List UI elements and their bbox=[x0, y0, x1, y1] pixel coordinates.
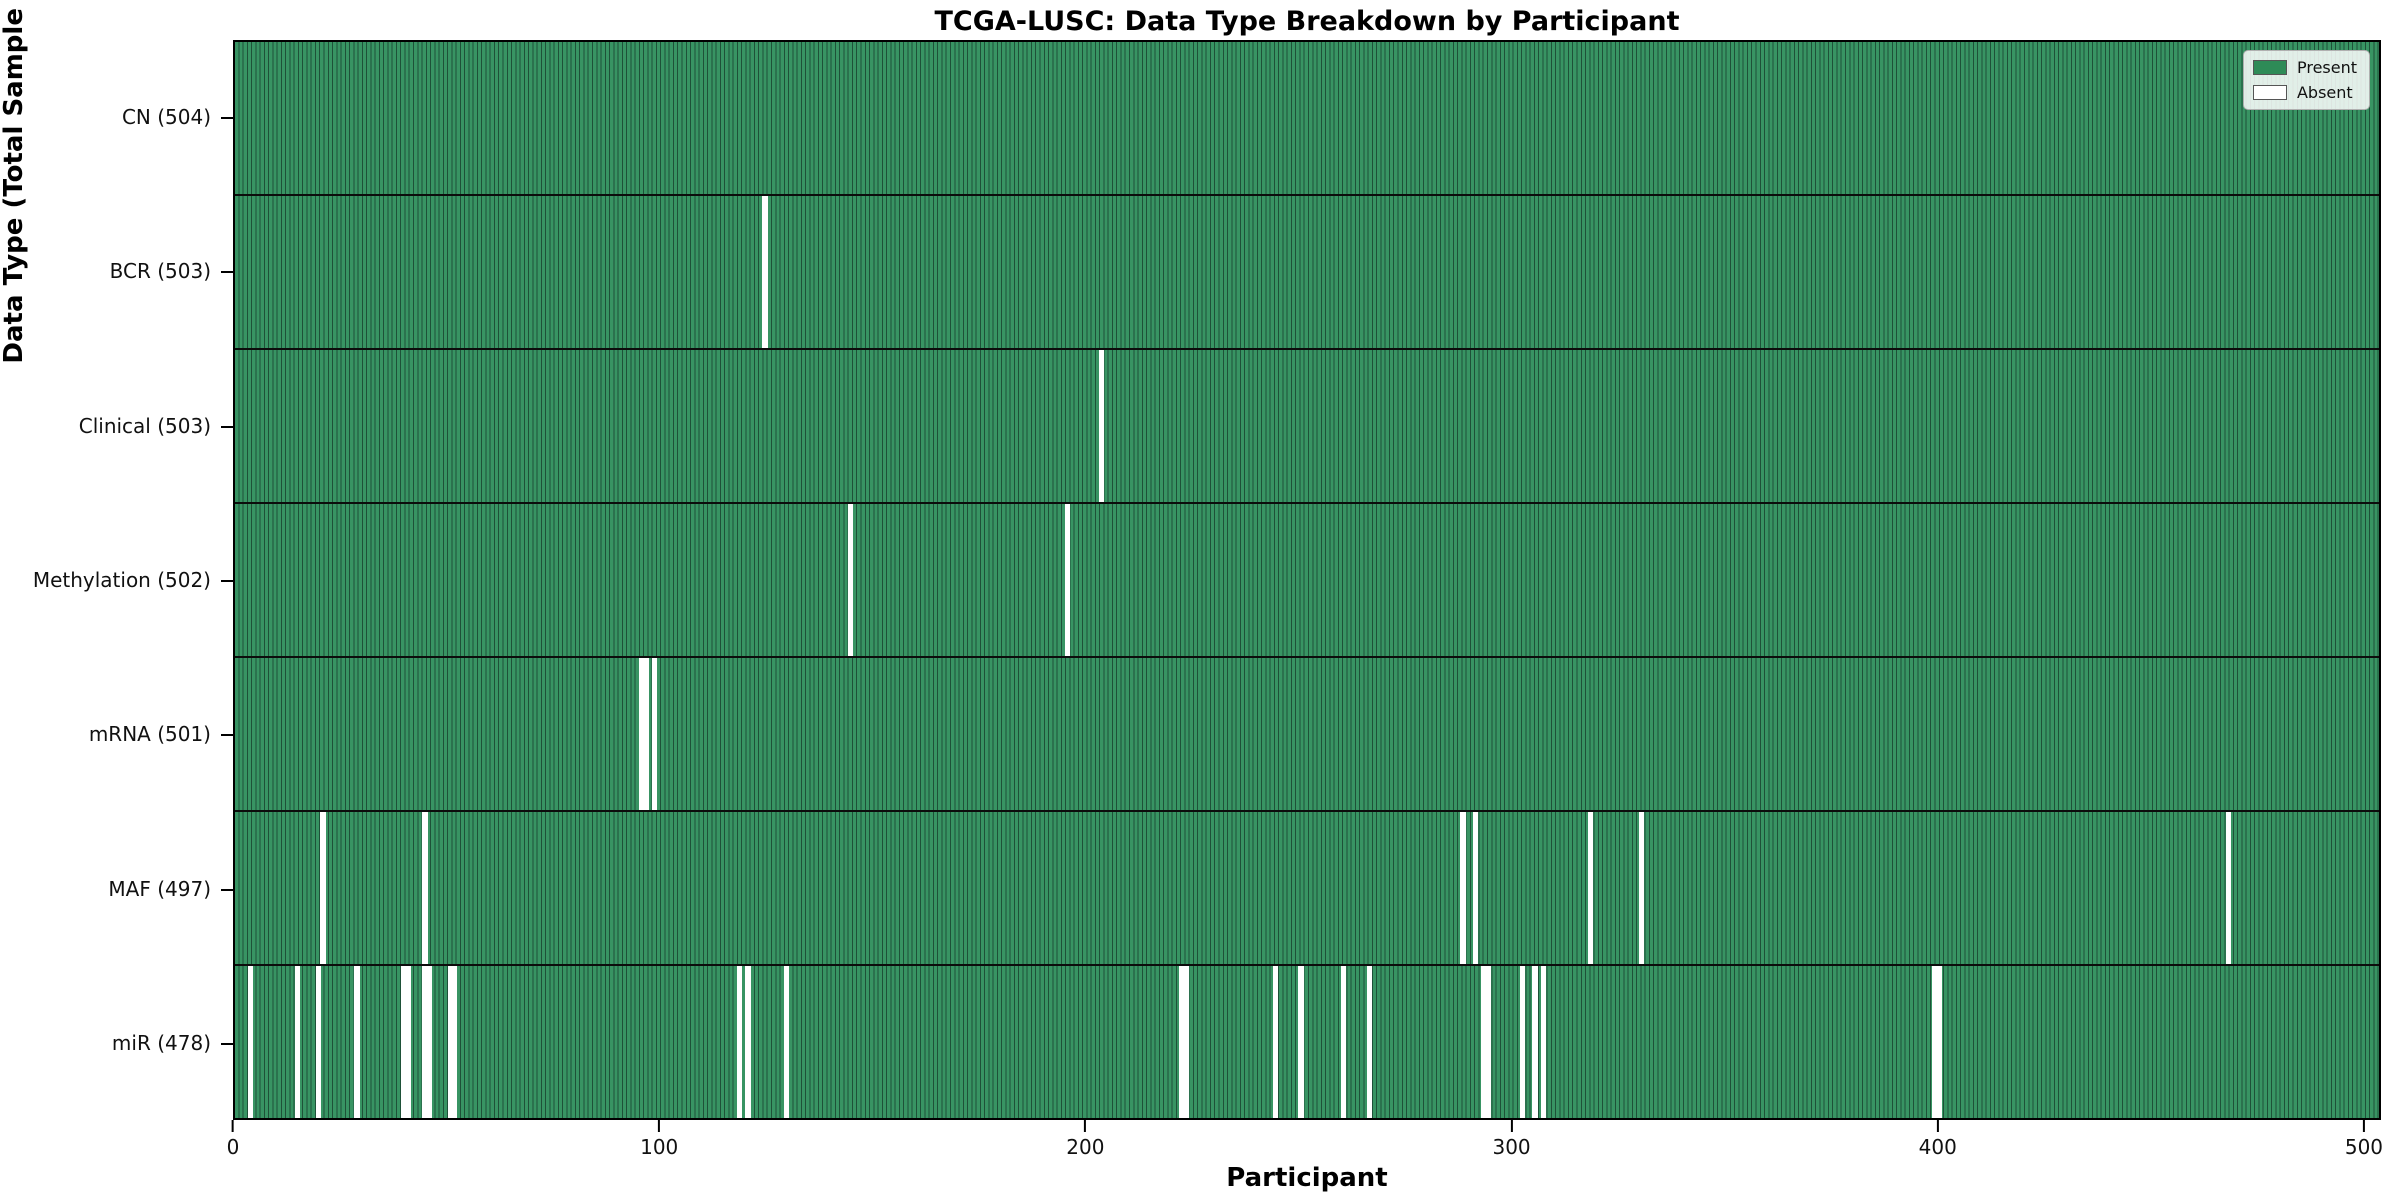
absent-gap bbox=[1272, 966, 1279, 1118]
absent-gap bbox=[1638, 812, 1645, 964]
absent-gap bbox=[1472, 812, 1479, 964]
absent-gap bbox=[294, 966, 300, 1118]
legend-label-present: Present bbox=[2296, 58, 2357, 77]
absent-gap bbox=[1460, 812, 1466, 964]
y-tick-label-mir: miR (478) bbox=[111, 1030, 211, 1055]
y-tick-mark bbox=[221, 888, 233, 891]
absent-gap bbox=[1587, 812, 1594, 964]
x-tick-label: 200 bbox=[1066, 1135, 1105, 1159]
absent-gap bbox=[1540, 966, 1547, 1118]
x-tick-label: 500 bbox=[2344, 1135, 2384, 1159]
y-tick-label-mrna: mRNA (501) bbox=[88, 722, 211, 747]
absent-gap bbox=[1519, 966, 1526, 1118]
x-tick-label: 0 bbox=[226, 1135, 240, 1159]
absent-gap bbox=[247, 966, 254, 1118]
heatmap-row-maf bbox=[235, 812, 2379, 966]
x-tick-mark bbox=[231, 1120, 234, 1132]
absent-gap bbox=[762, 196, 768, 348]
x-tick-200: 200 bbox=[1066, 1120, 1104, 1159]
y-tick-cell-methylation: Methylation (502) bbox=[0, 503, 233, 657]
absent-gap bbox=[315, 966, 322, 1118]
y-tick-mark bbox=[221, 579, 233, 582]
absent-gap bbox=[643, 658, 649, 810]
y-tick-cell-bcr: BCR (503) bbox=[0, 194, 233, 348]
x-tick-mark bbox=[1936, 1120, 1939, 1132]
heatmap-row-bcr bbox=[235, 196, 2379, 350]
legend-item-present: Present bbox=[2252, 58, 2357, 77]
plot-area: Present Absent bbox=[233, 40, 2381, 1120]
absent-gap bbox=[1179, 966, 1185, 1118]
absent-gap bbox=[1341, 966, 1347, 1118]
absent-gap bbox=[400, 966, 407, 1118]
x-tick-100: 100 bbox=[640, 1120, 678, 1159]
legend-item-absent: Absent bbox=[2252, 83, 2357, 102]
legend-label-absent: Absent bbox=[2296, 83, 2353, 102]
y-tick-cell-mrna: mRNA (501) bbox=[0, 657, 233, 811]
y-tick-cell-cn: CN (504) bbox=[0, 40, 233, 194]
x-tick-500: 500 bbox=[2345, 1120, 2383, 1159]
y-tick-cell-mir: miR (478) bbox=[0, 966, 233, 1120]
y-tick-label-cn: CN (504) bbox=[121, 105, 211, 130]
absent-gap bbox=[1936, 966, 1943, 1118]
absent-gap bbox=[2225, 812, 2232, 964]
x-tick-mark bbox=[2362, 1120, 2365, 1132]
heatmap-row-cn bbox=[235, 42, 2379, 196]
absent-gap bbox=[745, 966, 751, 1118]
absent-gap bbox=[354, 966, 360, 1118]
y-tick-label-bcr: BCR (503) bbox=[109, 259, 211, 284]
y-tick-label-maf: MAF (497) bbox=[108, 876, 211, 901]
heatmap-row-mir bbox=[235, 966, 2379, 1118]
x-axis-label: Participant bbox=[1226, 1163, 1388, 1193]
y-axis-ticks: CN (504) BCR (503) Clinical (503) Methylati… bbox=[0, 40, 233, 1120]
legend: Present Absent bbox=[2242, 50, 2370, 110]
absent-gap bbox=[405, 966, 411, 1118]
x-axis-ticks: 0 100 200 300 400 500 bbox=[227, 1120, 2383, 1165]
y-tick-label-clinical: Clinical (503) bbox=[78, 413, 211, 438]
absent-gap bbox=[1098, 350, 1104, 502]
y-tick-cell-clinical: Clinical (503) bbox=[0, 349, 233, 503]
present-swatch-icon bbox=[2252, 60, 2287, 75]
x-tick-label: 400 bbox=[1918, 1135, 1957, 1159]
x-tick-400: 400 bbox=[1919, 1120, 1957, 1159]
y-tick-mark bbox=[221, 734, 233, 737]
heatmap-row-methylation bbox=[235, 504, 2379, 658]
absent-gap bbox=[736, 966, 743, 1118]
x-tick-label: 100 bbox=[640, 1135, 679, 1159]
heatmap-row-clinical bbox=[235, 350, 2379, 504]
x-tick-300: 300 bbox=[1492, 1120, 1531, 1159]
y-tick-mark bbox=[221, 271, 233, 274]
absent-gap bbox=[639, 658, 645, 810]
absent-gap bbox=[1366, 966, 1372, 1118]
absent-gap bbox=[422, 966, 428, 1118]
y-tick-mark bbox=[221, 1042, 233, 1045]
absent-gap bbox=[651, 658, 658, 810]
x-tick-0: 0 bbox=[226, 1120, 240, 1159]
absent-swatch-icon bbox=[2252, 85, 2287, 100]
heatmap-row-mrna bbox=[235, 658, 2379, 812]
absent-gap bbox=[1532, 966, 1538, 1118]
absent-gap bbox=[783, 966, 790, 1118]
absent-gap bbox=[447, 966, 454, 1118]
x-tick-label: 300 bbox=[1492, 1135, 1531, 1159]
absent-gap bbox=[847, 504, 854, 656]
x-tick-mark bbox=[658, 1120, 661, 1132]
absent-gap bbox=[426, 966, 432, 1118]
x-tick-mark bbox=[1510, 1120, 1513, 1132]
x-tick-mark bbox=[1084, 1120, 1087, 1132]
y-tick-cell-maf: MAF (497) bbox=[0, 811, 233, 965]
absent-gap bbox=[1481, 966, 1487, 1118]
absent-gap bbox=[422, 812, 428, 964]
absent-gap bbox=[1298, 966, 1304, 1118]
y-tick-mark bbox=[221, 425, 233, 428]
absent-gap bbox=[1064, 504, 1070, 656]
absent-gap bbox=[320, 812, 326, 964]
chart-title: TCGA-LUSC: Data Type Breakdown by Partic… bbox=[934, 6, 1680, 37]
absent-gap bbox=[1183, 966, 1190, 1118]
y-tick-mark bbox=[221, 117, 233, 120]
absent-gap bbox=[451, 966, 458, 1118]
absent-gap bbox=[1932, 966, 1938, 1118]
absent-gap bbox=[1485, 966, 1492, 1118]
y-tick-label-methylation: Methylation (502) bbox=[32, 567, 211, 592]
